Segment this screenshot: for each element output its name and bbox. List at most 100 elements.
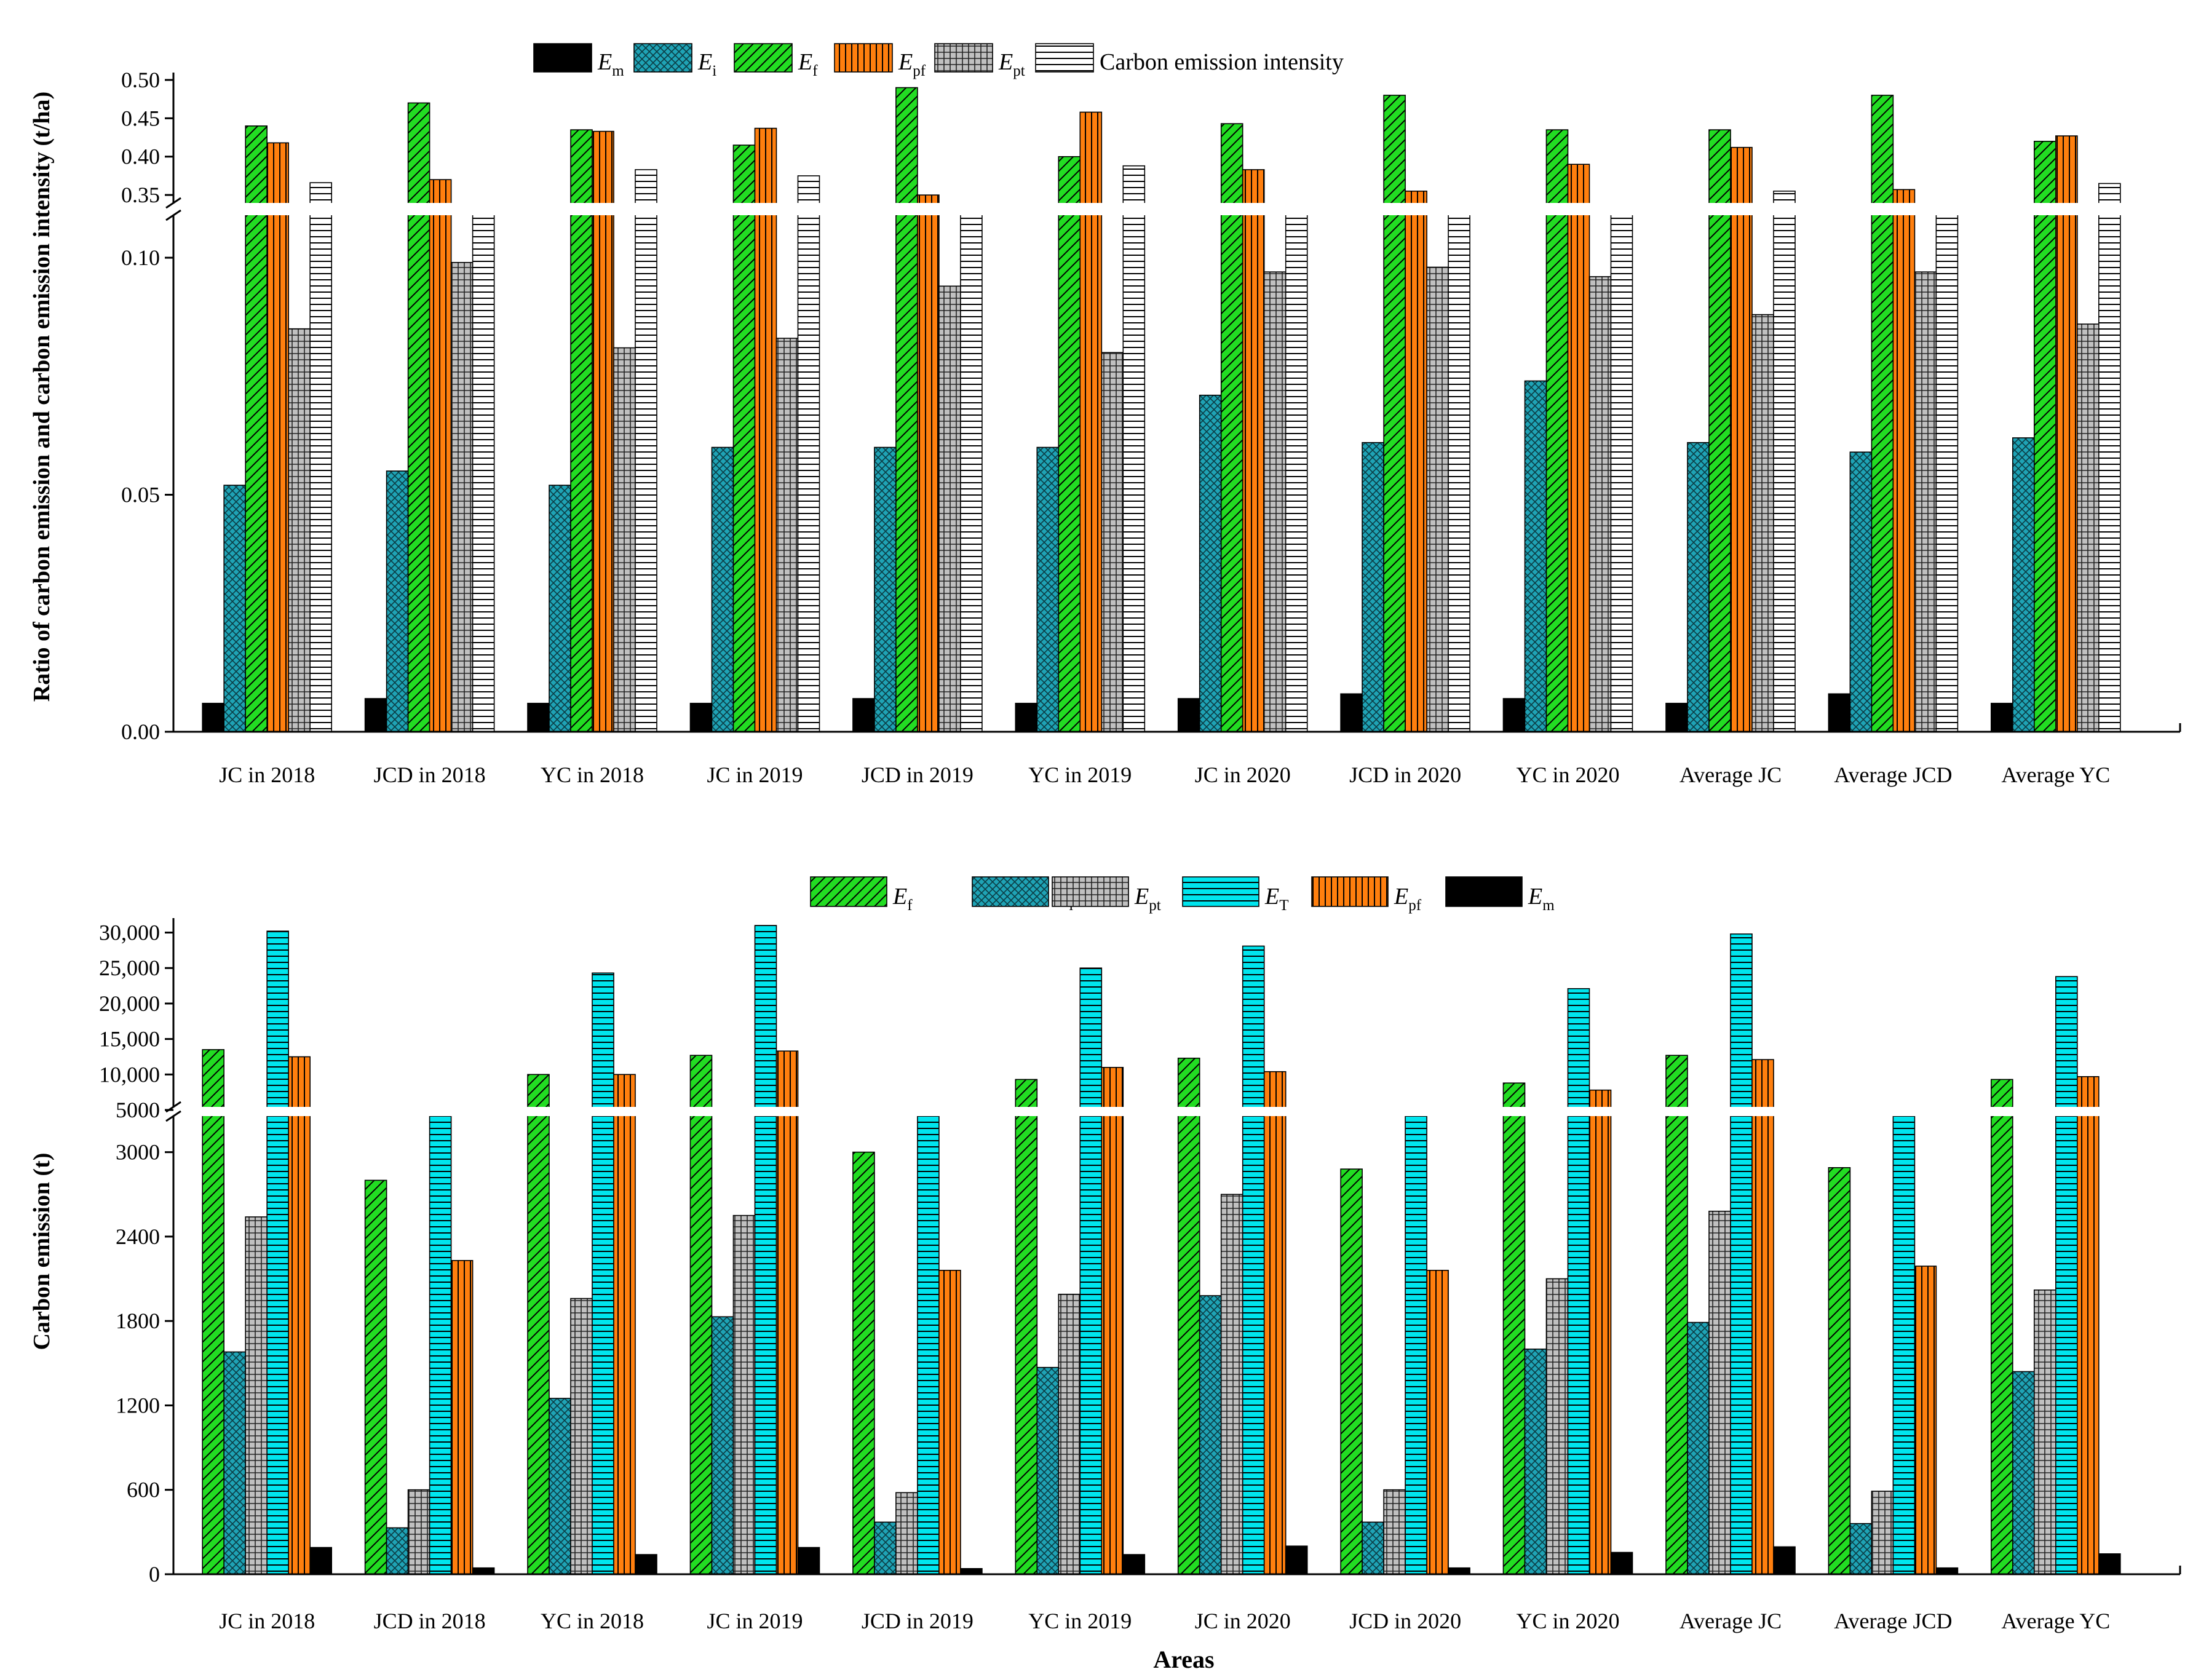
bar-ef-average-jcd xyxy=(1828,1167,1851,1575)
bar-ei-jc-in-2019 xyxy=(711,1316,734,1575)
bar-carbon-emission-intensity-jcd-in-2018 xyxy=(472,210,495,732)
bar-ept-average-yc xyxy=(2034,1290,2056,1575)
bar-ef-jc-in-2018 xyxy=(202,1049,225,1575)
bar-ept-jc-in-2020 xyxy=(1263,271,1287,732)
bar-ept-jcd-in-2020 xyxy=(1383,1489,1406,1575)
bar-epf-jc-in-2019 xyxy=(775,1050,799,1575)
bar-ept-jc-in-2018 xyxy=(288,328,311,732)
axis-break-mark xyxy=(165,197,181,209)
y-tick-label: 10,000 xyxy=(99,1062,160,1087)
x-category-label: JCD in 2019 xyxy=(862,1609,974,1633)
x-category-label: Average YC xyxy=(2001,763,2110,787)
legend-label-ei: Ei xyxy=(697,49,716,79)
bar-ef-jc-in-2020 xyxy=(1177,1058,1200,1575)
bar-et-jcd-in-2018 xyxy=(429,1109,452,1575)
bar-epf-yc-in-2018 xyxy=(613,1074,636,1575)
bar-ei-jc-in-2020 xyxy=(1199,1295,1222,1575)
bar-ept-jcd-in-2019 xyxy=(895,1492,918,1575)
bar-ei-jc-in-2019 xyxy=(711,446,734,732)
legend-swatch-epf xyxy=(1311,876,1389,907)
x-category-label: Average JCD xyxy=(1834,763,1952,787)
bar-ef-average-yc xyxy=(1991,1079,2013,1575)
legend-label-em: Em xyxy=(1528,884,1555,914)
x-category-label: JCD in 2019 xyxy=(862,763,974,787)
y-tick-label: 3000 xyxy=(116,1140,160,1165)
bar-em-jc-in-2019 xyxy=(797,1547,820,1575)
x-category-label: YC in 2019 xyxy=(1028,763,1132,787)
bar-ei-yc-in-2019 xyxy=(1036,446,1060,732)
bar-em-average-jc xyxy=(1773,1546,1796,1575)
bar-epf-jc-in-2020 xyxy=(1263,1071,1287,1575)
x-category-label: Average JCD xyxy=(1834,1609,1952,1633)
legend-swatch-ef xyxy=(734,43,793,73)
bar-ei-jcd-in-2018 xyxy=(386,470,409,732)
bar-ei-yc-in-2019 xyxy=(1036,1366,1060,1575)
y-tick-label: 0.50 xyxy=(121,68,160,92)
bar-carbon-emission-intensity-jc-in-2018 xyxy=(309,182,333,732)
bar-epf-jcd-in-2019 xyxy=(938,1270,961,1575)
bar-ept-yc-in-2020 xyxy=(1588,276,1612,732)
bar-et-average-yc xyxy=(2055,976,2078,1575)
bar-ef-average-jc xyxy=(1708,129,1731,732)
bar-em-jc-in-2020 xyxy=(1285,1545,1308,1575)
y-tick-label: 1200 xyxy=(116,1393,160,1417)
x-category-label: JCD in 2020 xyxy=(1349,763,1461,787)
x-axis-title-bottom: Areas xyxy=(1153,1646,1214,1673)
legend-label-carbon-emission-intensity: Carbon emission intensity xyxy=(1100,49,1344,75)
bar-ef-jcd-in-2019 xyxy=(895,87,918,732)
bar-ef-jc-in-2019 xyxy=(732,145,756,732)
x-category-label: JCD in 2020 xyxy=(1349,1609,1461,1633)
bar-ept-average-yc xyxy=(2077,323,2100,732)
legend-label-epf: Epf xyxy=(898,49,926,79)
bar-em-jc-in-2018 xyxy=(202,702,225,732)
bar-et-jcd-in-2020 xyxy=(1405,1109,1427,1575)
axis-break-gap xyxy=(155,1107,2186,1116)
bar-em-jc-in-2020 xyxy=(1177,698,1200,732)
axis-break-mark xyxy=(165,209,181,221)
bar-epf-jc-in-2020 xyxy=(1242,169,1265,732)
bar-ept-yc-in-2018 xyxy=(613,347,636,732)
legend-swatch-et xyxy=(1182,876,1259,907)
bar-ef-yc-in-2018 xyxy=(527,1074,550,1575)
y-tick-label: 1800 xyxy=(116,1309,160,1333)
bar-epf-average-yc xyxy=(2077,1076,2100,1575)
bar-ept-jc-in-2019 xyxy=(732,1214,756,1575)
legend-label-ept: Ept xyxy=(1134,884,1161,914)
bar-ef-yc-in-2018 xyxy=(570,129,593,732)
x-category-label: Average JC xyxy=(1680,1609,1782,1633)
legend-label-ept: Ept xyxy=(998,49,1025,79)
bar-em-yc-in-2019 xyxy=(1015,702,1038,732)
bar-epf-yc-in-2018 xyxy=(592,130,614,732)
x-category-label: JC in 2018 xyxy=(219,763,315,787)
bar-epf-yc-in-2019 xyxy=(1101,1067,1124,1575)
legend-label-et: ET xyxy=(1264,884,1289,914)
bar-ept-average-jc xyxy=(1751,314,1774,732)
y-tick-label: 0.35 xyxy=(121,183,160,207)
x-category-label: JC in 2020 xyxy=(1195,1609,1291,1633)
legend-label-ef: Ef xyxy=(892,884,913,914)
bar-ept-average-jc xyxy=(1708,1210,1731,1575)
bar-ei-average-jcd xyxy=(1849,1523,1873,1575)
bar-ei-jcd-in-2018 xyxy=(386,1527,409,1575)
bar-epf-average-jc xyxy=(1730,146,1753,732)
y-tick-label: 0.10 xyxy=(121,245,160,270)
bar-em-jcd-in-2018 xyxy=(472,1567,495,1575)
bar-ept-average-jcd xyxy=(1871,1491,1894,1575)
bar-ef-yc-in-2020 xyxy=(1545,129,1569,732)
legend-swatch-ei xyxy=(972,876,1049,907)
bar-em-jcd-in-2018 xyxy=(364,698,387,732)
bar-et-jc-in-2018 xyxy=(266,930,290,1575)
bar-ei-jcd-in-2019 xyxy=(874,446,897,732)
bar-em-jc-in-2018 xyxy=(309,1547,333,1575)
bar-ept-yc-in-2018 xyxy=(570,1298,593,1575)
bar-epf-jc-in-2018 xyxy=(288,1056,311,1575)
bar-ei-jc-in-2018 xyxy=(223,485,247,732)
bar-em-yc-in-2020 xyxy=(1610,1551,1633,1575)
y-tick-label: 0 xyxy=(149,1562,160,1587)
bar-carbon-emission-intensity-average-jc xyxy=(1773,190,1796,732)
bar-epf-jcd-in-2018 xyxy=(450,1260,474,1575)
bar-epf-jcd-in-2020 xyxy=(1405,190,1427,732)
bar-em-jcd-in-2020 xyxy=(1340,693,1363,732)
bar-em-average-yc xyxy=(2098,1553,2121,1575)
bar-epf-average-jc xyxy=(1751,1059,1774,1575)
